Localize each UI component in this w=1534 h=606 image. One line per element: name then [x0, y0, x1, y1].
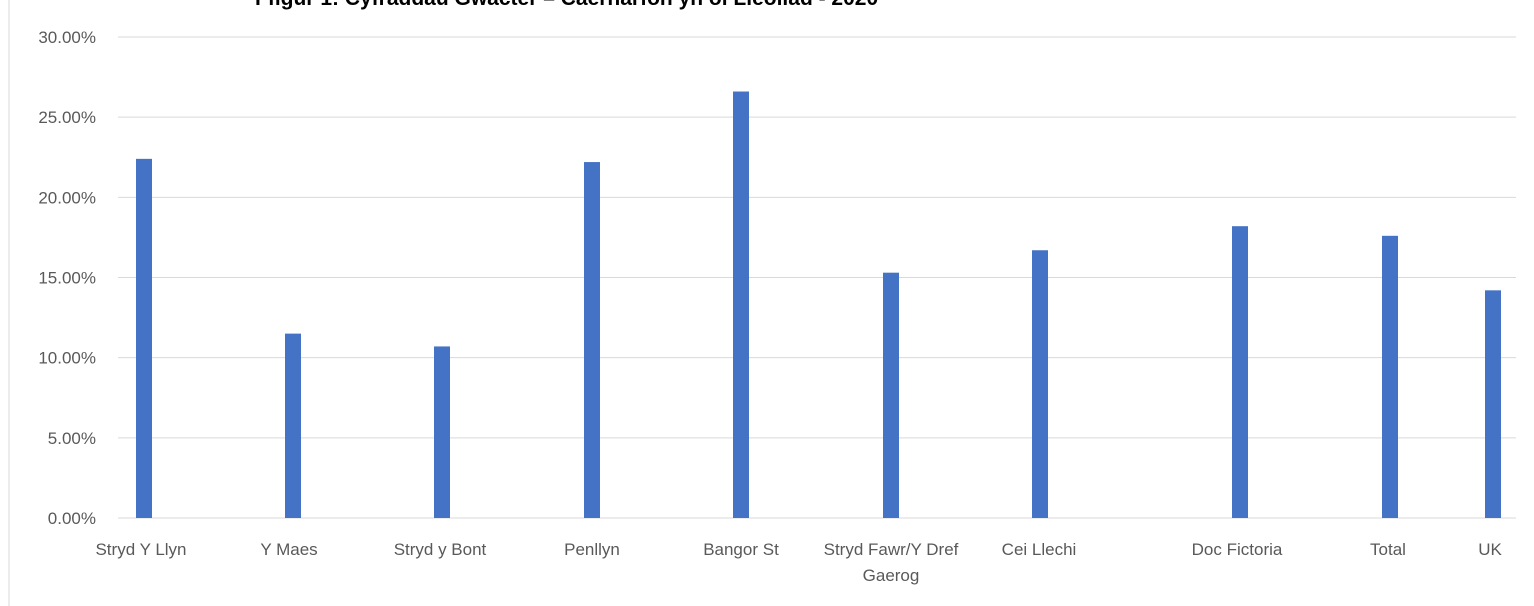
x-category-label: Y Maes	[260, 540, 317, 559]
x-category-label: Stryd y Bont	[394, 540, 487, 559]
y-tick-label: 30.00%	[38, 28, 96, 47]
bar	[1032, 250, 1048, 518]
bar	[1232, 226, 1248, 518]
y-axis-ticks: 0.00% 5.00% 10.00% 15.00% 20.00% 25.00% 30.00%	[38, 28, 96, 528]
y-tick-label: 20.00%	[38, 188, 96, 207]
x-category-label: UK	[1478, 540, 1502, 559]
x-category-label: Gaerog	[863, 566, 920, 585]
y-tick-label: 25.00%	[38, 108, 96, 127]
x-category-label: Penllyn	[564, 540, 620, 559]
bar	[136, 158, 152, 518]
x-category-label: Cei Llechi	[1002, 540, 1077, 559]
bar	[584, 162, 600, 518]
bar	[1382, 235, 1398, 518]
x-axis-labels: Stryd Y Llyn Y Maes Stryd y Bont Penllyn Ban…	[95, 540, 1502, 585]
bar	[434, 346, 450, 518]
x-category-label: Stryd Y Llyn	[95, 540, 186, 559]
y-tick-label: 0.00%	[48, 509, 96, 528]
x-category-label: Total	[1370, 540, 1406, 559]
bar	[1485, 290, 1501, 518]
gridlines	[118, 36, 1516, 519]
x-category-label: Doc Fictoria	[1192, 540, 1283, 559]
bar	[883, 272, 899, 518]
chart-title: Ffigur 1: Cyfraddau Gwacter – Caernarfon…	[255, 0, 1255, 11]
bar	[733, 91, 749, 518]
bars	[136, 91, 1501, 518]
x-category-label: Stryd Fawr/Y Dref	[824, 540, 959, 559]
y-tick-label: 5.00%	[48, 429, 96, 448]
bar	[285, 333, 301, 518]
x-category-label: Bangor St	[703, 540, 779, 559]
y-tick-label: 15.00%	[38, 269, 96, 288]
y-tick-label: 10.00%	[38, 349, 96, 368]
